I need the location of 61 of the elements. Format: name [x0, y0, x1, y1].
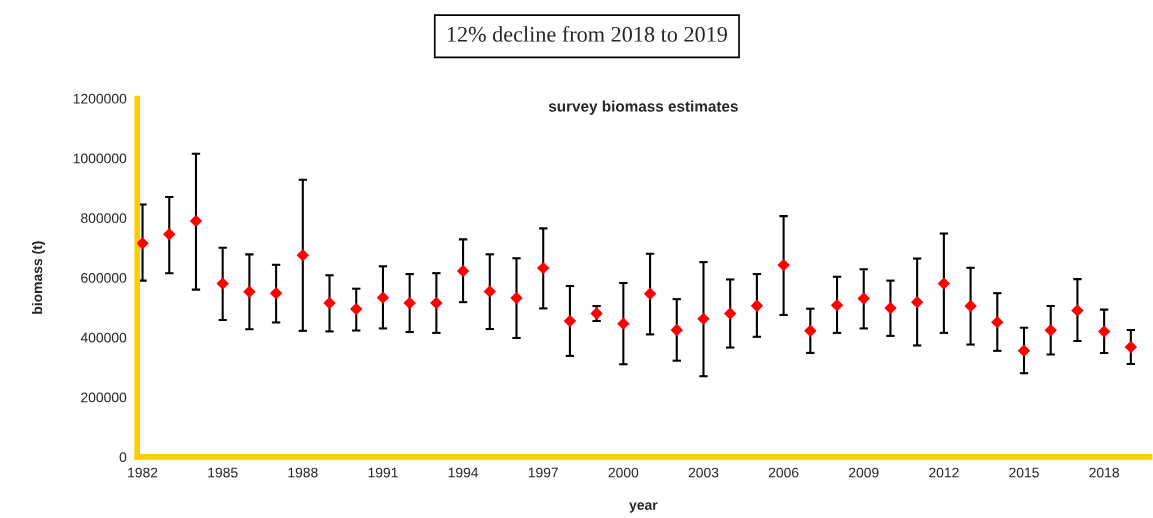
- point: [296, 249, 310, 262]
- x-axis-title: year: [629, 502, 658, 513]
- x-tick-label: 1997: [528, 467, 558, 478]
- chart-title: survey biomass estimates: [548, 100, 738, 115]
- point: [189, 214, 203, 228]
- point: [643, 287, 657, 300]
- x-tick-label: 2003: [688, 467, 719, 478]
- y-tick-label: 800000: [81, 213, 127, 224]
- point: [537, 261, 550, 275]
- x-tick-label: 1982: [128, 467, 158, 478]
- point: [350, 302, 363, 316]
- x-tick-label: 2009: [848, 467, 879, 478]
- point: [243, 285, 256, 298]
- point: [376, 291, 390, 304]
- point: [697, 312, 710, 326]
- point: [910, 295, 924, 309]
- point: [937, 277, 951, 290]
- point: [617, 317, 630, 330]
- point: [1071, 304, 1084, 317]
- point: [403, 296, 416, 310]
- point: [510, 291, 523, 305]
- point: [830, 298, 844, 312]
- point: [804, 324, 817, 338]
- point: [723, 307, 737, 320]
- point: [1044, 324, 1057, 337]
- point: [137, 237, 149, 250]
- x-tick-label: 1985: [208, 467, 238, 478]
- point: [964, 299, 977, 313]
- point: [456, 264, 470, 278]
- point: [1124, 340, 1138, 354]
- x-tick-label: 2012: [929, 467, 959, 478]
- point: [163, 228, 176, 241]
- y-tick-label: 1200000: [73, 93, 127, 104]
- x-tick-label: 1994: [448, 467, 479, 478]
- point: [670, 323, 683, 337]
- point: [483, 285, 496, 298]
- point: [991, 315, 1004, 329]
- point: [563, 314, 577, 328]
- text: 12% decline from 2018 to 2019: [447, 25, 727, 42]
- point: [1017, 344, 1031, 358]
- point: [1097, 325, 1111, 338]
- y-tick-label: 600000: [81, 272, 127, 283]
- x-tick-label: 2006: [768, 467, 799, 478]
- point: [430, 296, 443, 310]
- x-tick-label: 2000: [608, 467, 639, 478]
- y-tick-label: 1000000: [73, 153, 127, 164]
- x-tick-label: 1991: [368, 467, 398, 478]
- x-tick-label: 2015: [1009, 467, 1039, 478]
- point: [323, 296, 336, 310]
- point: [750, 299, 764, 312]
- x-tick-label: 2018: [1089, 467, 1119, 478]
- point: [216, 277, 229, 290]
- point: [857, 292, 870, 305]
- point: [884, 301, 897, 315]
- y-tick-label: 400000: [80, 332, 127, 343]
- y-tick-label: 0: [119, 452, 127, 463]
- point: [269, 286, 283, 300]
- y-tick-label: 200000: [81, 392, 127, 403]
- x-tick-label: 1988: [288, 467, 318, 478]
- point: [777, 258, 790, 272]
- y-axis-title: biomass (t): [32, 241, 45, 314]
